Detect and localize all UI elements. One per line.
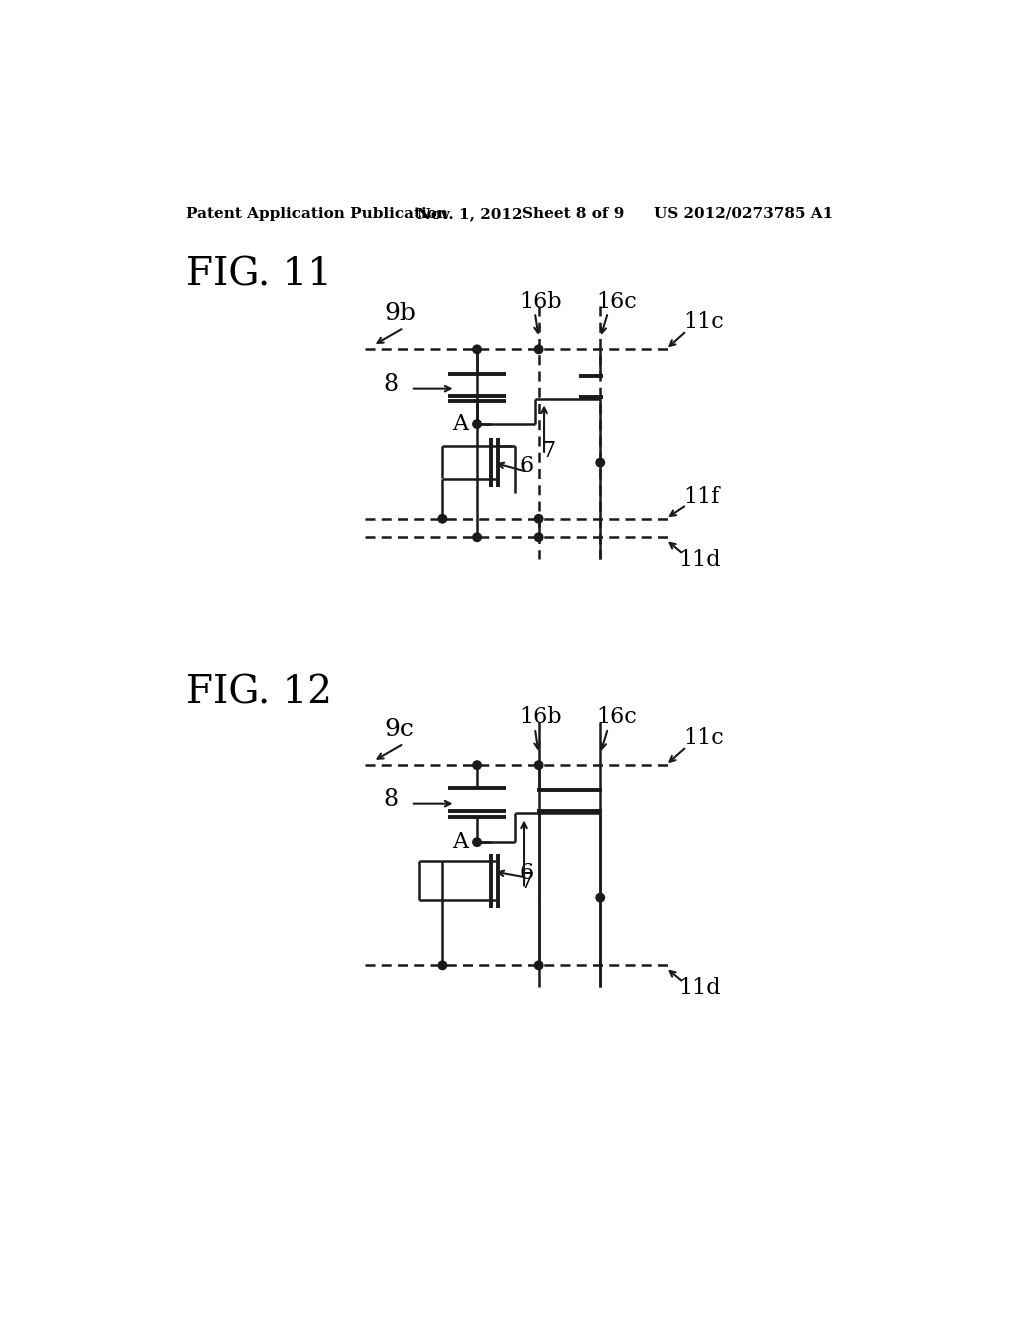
Circle shape bbox=[535, 760, 543, 770]
Text: 16b: 16b bbox=[519, 706, 562, 729]
Text: US 2012/0273785 A1: US 2012/0273785 A1 bbox=[654, 207, 834, 220]
Circle shape bbox=[473, 533, 481, 541]
Text: 7: 7 bbox=[519, 871, 534, 894]
Circle shape bbox=[438, 515, 446, 523]
Circle shape bbox=[473, 838, 481, 846]
Text: 7: 7 bbox=[541, 440, 555, 462]
Circle shape bbox=[438, 961, 446, 970]
Text: 6: 6 bbox=[519, 455, 534, 478]
Text: 11d: 11d bbox=[679, 549, 722, 572]
Circle shape bbox=[535, 345, 543, 354]
Text: 11f: 11f bbox=[683, 486, 720, 508]
Circle shape bbox=[473, 345, 481, 354]
Circle shape bbox=[473, 760, 481, 770]
Circle shape bbox=[535, 961, 543, 970]
Text: 8: 8 bbox=[383, 374, 398, 396]
Circle shape bbox=[535, 533, 543, 541]
Text: Patent Application Publication: Patent Application Publication bbox=[186, 207, 449, 220]
Text: 16c: 16c bbox=[596, 706, 637, 729]
Text: 11c: 11c bbox=[683, 312, 724, 334]
Circle shape bbox=[596, 894, 604, 902]
Text: 8: 8 bbox=[383, 788, 398, 812]
Text: FIG. 12: FIG. 12 bbox=[186, 675, 332, 711]
Text: 9b: 9b bbox=[385, 302, 417, 326]
Text: 11d: 11d bbox=[679, 977, 722, 999]
Text: Sheet 8 of 9: Sheet 8 of 9 bbox=[521, 207, 624, 220]
Text: A: A bbox=[452, 832, 468, 853]
Circle shape bbox=[596, 458, 604, 467]
Text: 16c: 16c bbox=[596, 290, 637, 313]
Circle shape bbox=[473, 420, 481, 428]
Text: 11c: 11c bbox=[683, 727, 724, 750]
Text: 16b: 16b bbox=[519, 290, 562, 313]
Circle shape bbox=[535, 515, 543, 523]
Text: A: A bbox=[452, 413, 468, 436]
Text: 6: 6 bbox=[519, 862, 534, 884]
Text: Nov. 1, 2012: Nov. 1, 2012 bbox=[417, 207, 522, 220]
Text: FIG. 11: FIG. 11 bbox=[186, 257, 332, 294]
Text: 9c: 9c bbox=[385, 718, 415, 742]
